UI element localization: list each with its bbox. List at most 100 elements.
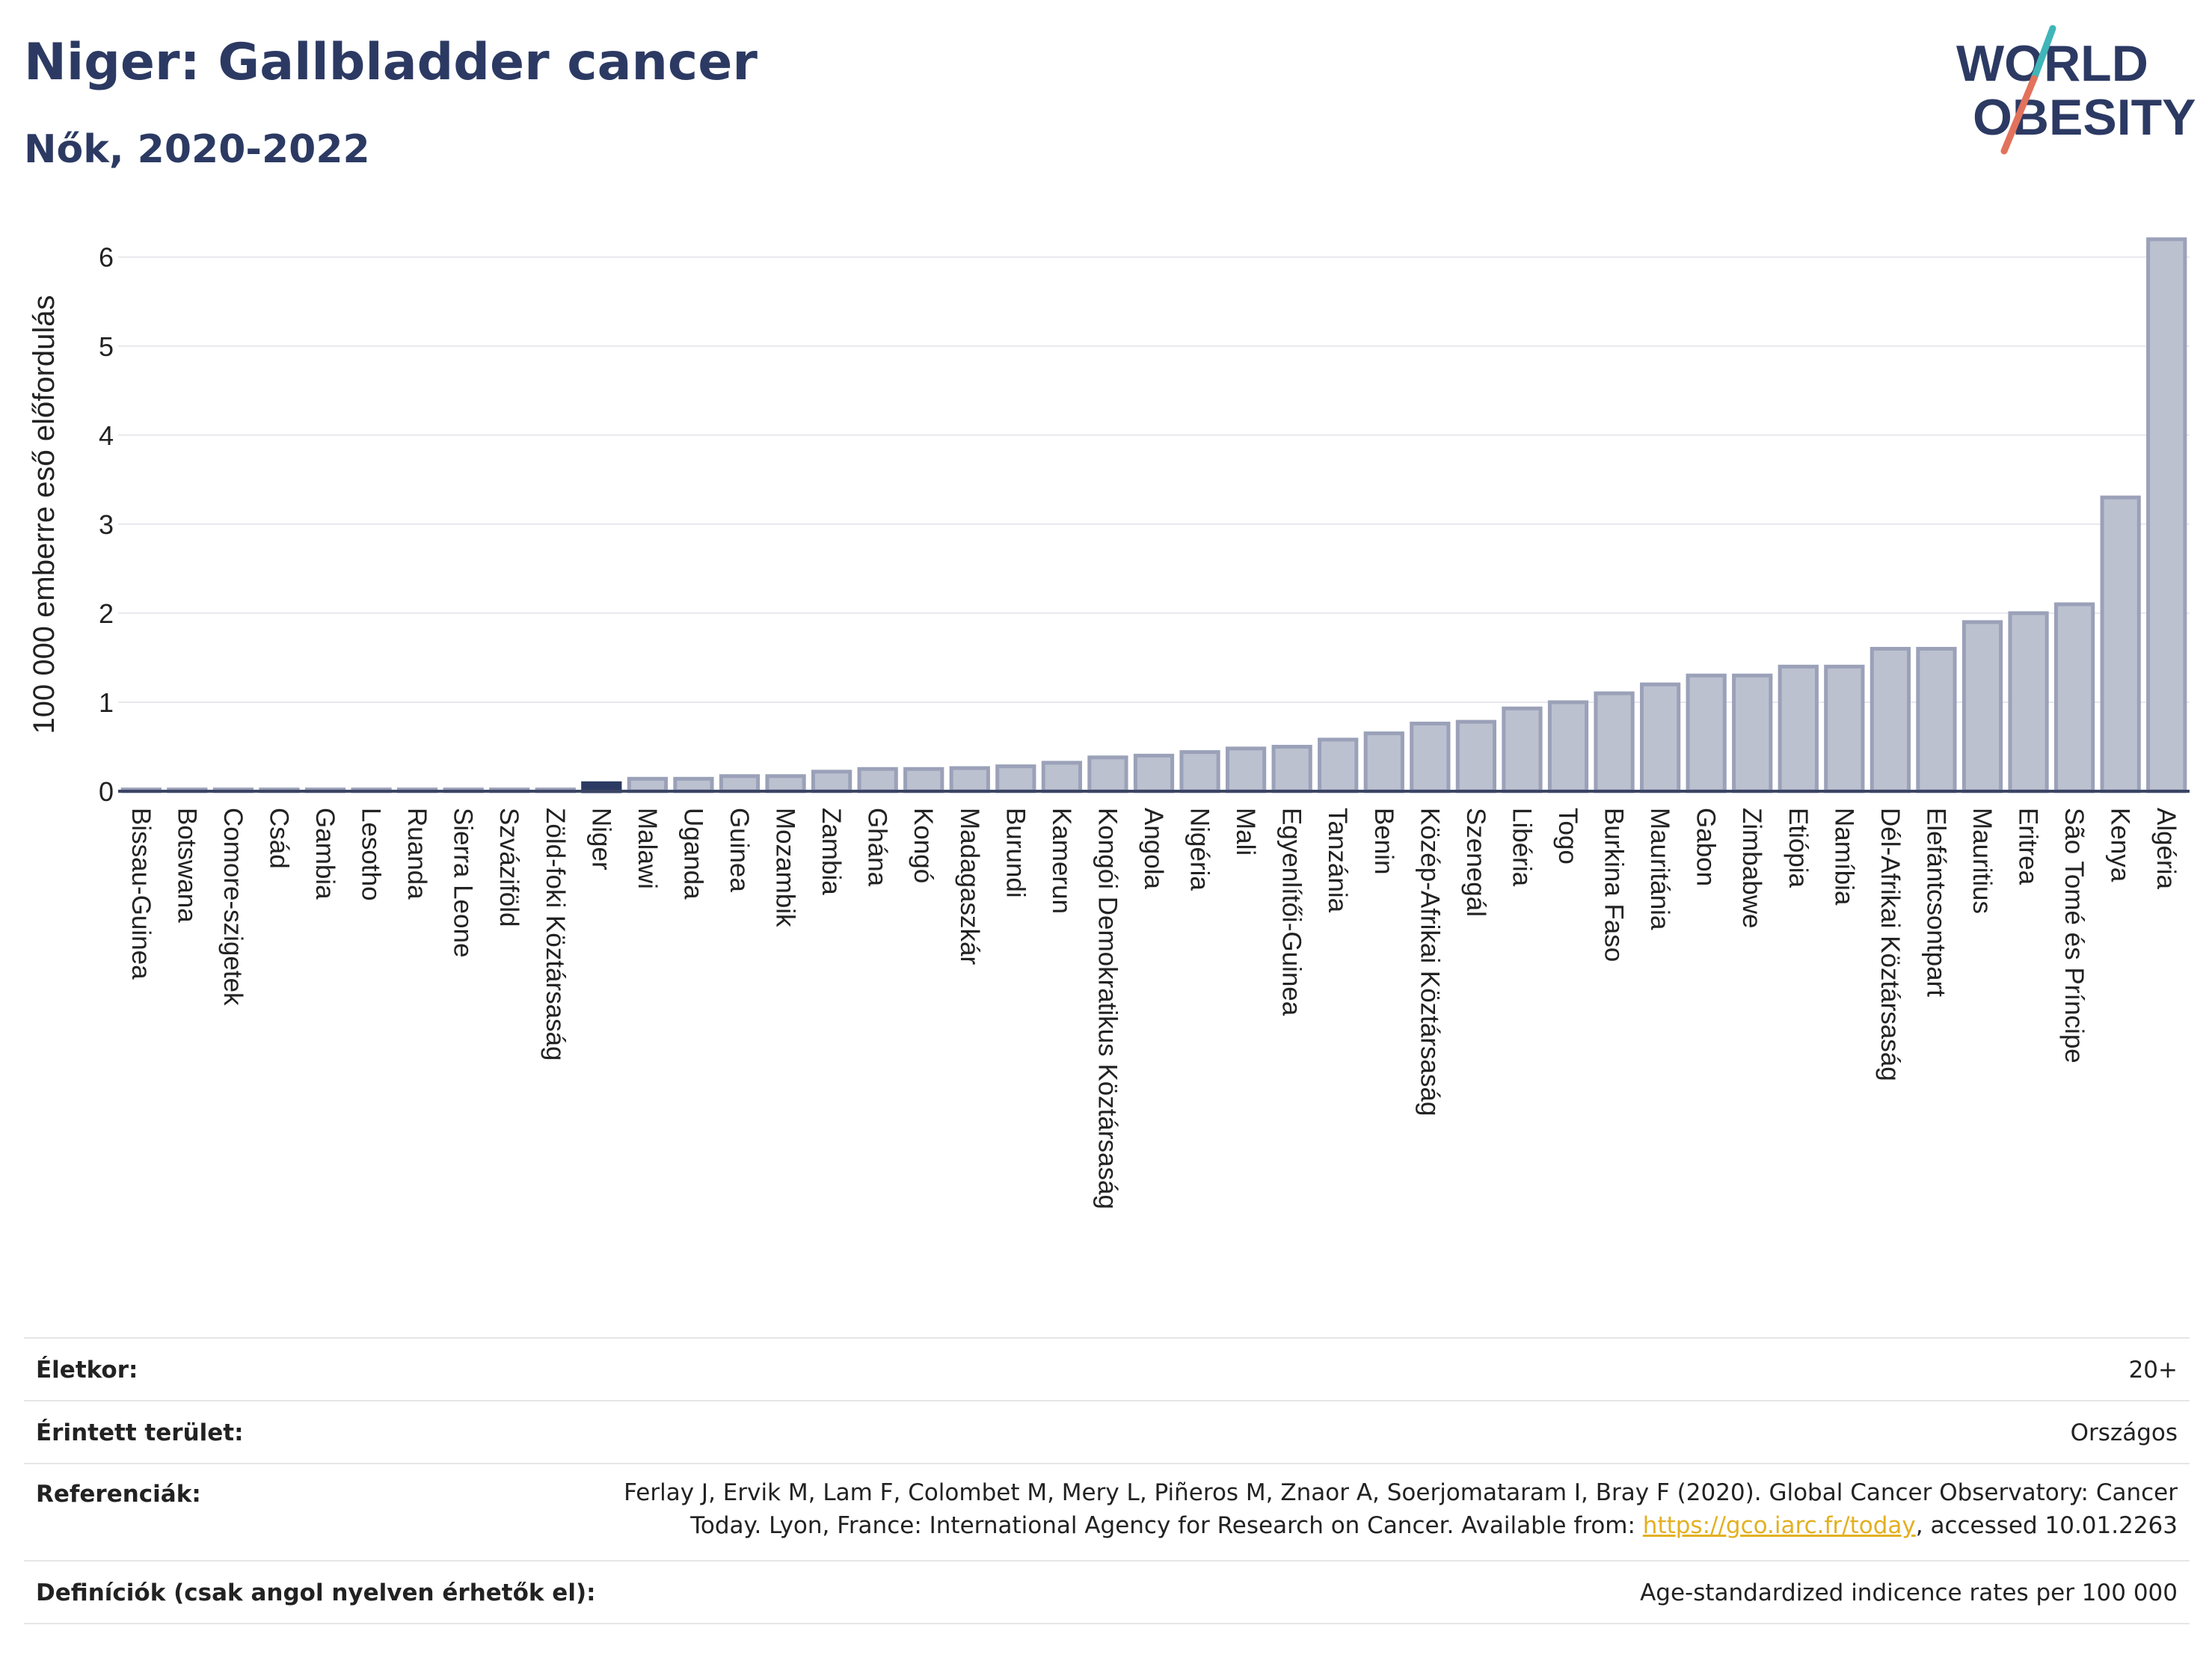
- bar-kenya: [2100, 495, 2141, 793]
- x-tick-label: Mozambik: [771, 808, 800, 927]
- bar-mauritius: [1961, 620, 2003, 793]
- x-tick-label: Kamerun: [1047, 808, 1076, 914]
- area-label: Érintett terület:: [36, 1419, 244, 1446]
- bars: [120, 237, 2187, 793]
- bar-maurit-nia: [1639, 682, 1681, 793]
- x-tick-label: Dél-Afrikai Köztársaság: [1875, 808, 1905, 1081]
- age-label: Életkor:: [36, 1357, 138, 1384]
- bar-madagaszk-r: [949, 766, 990, 793]
- x-tick-label: Sierra Leone: [449, 808, 478, 957]
- info-row-age: Életkor: 20+: [24, 1339, 2190, 1401]
- info-row-area: Érintett terület: Országos: [24, 1401, 2190, 1464]
- x-tick-label: Namíbia: [1829, 808, 1858, 906]
- y-tick-labels: 0 1 2 3 4 5 6: [99, 242, 114, 807]
- x-tick-label: Libéria: [1507, 808, 1536, 887]
- world-obesity-logo: WORLD OBESITY: [1956, 25, 2196, 155]
- x-tick-label: Etiópia: [1784, 808, 1813, 888]
- bar-gh-na: [857, 767, 898, 793]
- info-row-definitions: Definíciók (csak angol nyelven érhetők e…: [24, 1562, 2190, 1624]
- chart-title: Niger: Gallbladder cancer: [24, 33, 758, 92]
- x-tick-label: Angola: [1139, 808, 1168, 890]
- bar-burundi: [995, 764, 1036, 793]
- x-tick-label: Szenegál: [1461, 808, 1490, 917]
- bar-burkina-faso: [1594, 691, 1635, 793]
- x-tick-label: Kongó: [909, 808, 938, 883]
- x-tick-label: Mauritánia: [1645, 808, 1674, 930]
- x-tick-label: Zambia: [817, 808, 846, 895]
- logo-text-world: WORLD: [1956, 35, 2148, 92]
- bar-d-l-afrikai-k-zt-rsas-g: [1870, 647, 1911, 793]
- x-tick-label: Eritrea: [2014, 808, 2043, 885]
- y-axis-label: 100 000 emberre eső előfordulás: [28, 295, 61, 734]
- x-tick-label: Bissau-Guinea: [126, 808, 156, 980]
- x-tick-label: Elefántcsontpart: [1921, 808, 1950, 997]
- x-tick-label: Szváziföld: [494, 808, 523, 927]
- logo-slash-red: [2000, 75, 2038, 155]
- age-value: 20+: [2128, 1357, 2178, 1384]
- reference-text: Today. Lyon, France: International Agenc…: [690, 1512, 1643, 1539]
- x-tick-label: Togo: [1553, 808, 1582, 865]
- y-tick-label: 5: [99, 331, 114, 362]
- reference-line-1: Ferlay J, Ervik M, Lam F, Colombet M, Me…: [624, 1479, 2178, 1506]
- bar-zimbabwe: [1732, 673, 1773, 793]
- definitions-label: Definíciók (csak angol nyelven érhetők e…: [36, 1579, 596, 1606]
- bar-malawi: [627, 776, 669, 793]
- x-tick-label: Gabon: [1692, 808, 1721, 886]
- x-tick-label: Mauritius: [1967, 808, 1997, 914]
- x-tick-label: Uganda: [678, 808, 707, 900]
- y-tick-label: 2: [99, 598, 114, 629]
- y-tick-label: 6: [99, 242, 114, 273]
- x-tick-label: São Tomé és Príncipe: [2059, 808, 2089, 1063]
- info-table: Életkor: 20+ Érintett terület: Országos …: [24, 1337, 2190, 1624]
- x-tick-label: Gambia: [310, 808, 340, 900]
- reference-link[interactable]: https://gco.iarc.fr/today: [1642, 1512, 1916, 1539]
- bar-kong-i-demokratikus-k-zt-rsas-g: [1087, 755, 1128, 793]
- bar-s-o-tom-s-pr-ncipe: [2053, 602, 2095, 793]
- bar-elef-ntcsontpart: [1916, 647, 1957, 793]
- x-tick-label: Ghána: [863, 808, 892, 887]
- gridlines: [118, 256, 2190, 703]
- bar-nam-bia: [1824, 664, 1865, 793]
- x-tick-label: Burundi: [1001, 808, 1030, 898]
- x-tick-label: Algéria: [2151, 808, 2181, 889]
- x-tick-label: Kenya: [2106, 808, 2135, 882]
- bar-angola: [1133, 753, 1175, 793]
- bar-egyenl-t-i-guinea: [1271, 744, 1312, 793]
- bar-kamerun: [1041, 761, 1083, 793]
- x-tick-labels: Bissau-Guinea Botswana Comore-szigetek Csád…: [126, 808, 2181, 1209]
- x-tick-label: Benin: [1369, 808, 1398, 875]
- y-tick-label: 0: [99, 776, 114, 807]
- x-tick-label: Botswana: [172, 808, 201, 923]
- x-tick-label: Zöld-foki Köztársaság: [541, 808, 570, 1060]
- info-row-references: Referenciák: Ferlay J, Ervik M, Lam F, C…: [24, 1464, 2190, 1562]
- x-tick-label: Niger: [586, 808, 615, 871]
- bar-alg-ria: [2146, 237, 2187, 793]
- x-tick-label: Comore-szigetek: [218, 808, 248, 1006]
- area-value: Országos: [2070, 1419, 2178, 1446]
- x-tick-label: Madagaszkár: [955, 808, 984, 965]
- x-tick-label: Lesotho: [357, 808, 386, 901]
- bar-chart: 100 000 emberre eső előfordulás 0123456 …: [28, 237, 2190, 1209]
- x-tick-label: Ruanda: [402, 808, 431, 900]
- definitions-value: Age-standardized indicence rates per 100…: [1640, 1579, 2178, 1606]
- logo-slash-teal: [2030, 25, 2056, 82]
- bar-szeneg-l: [1455, 719, 1497, 793]
- x-tick-label: Nigéria: [1185, 808, 1214, 891]
- chart-subtitle: Nők, 2020-2022: [24, 127, 370, 172]
- bar-benin: [1363, 731, 1404, 793]
- x-tick-label: Burkina Faso: [1600, 808, 1629, 962]
- x-tick-label: Zimbabwe: [1737, 808, 1766, 928]
- y-tick-label: 4: [99, 420, 114, 451]
- x-tick-label: Csád: [264, 808, 293, 869]
- reference-line-2: Today. Lyon, France: International Agenc…: [624, 1509, 2178, 1542]
- bar-zambia: [811, 770, 852, 793]
- bar-tanz-nia: [1318, 737, 1359, 793]
- references-label: Referenciák:: [36, 1481, 201, 1508]
- bar-nig-ria: [1179, 750, 1220, 793]
- bar-kong-: [903, 767, 944, 793]
- x-tick-label: Malawi: [633, 808, 662, 889]
- bar-uganda: [673, 776, 714, 793]
- bar-togo: [1547, 700, 1589, 793]
- x-tick-label: Tanzánia: [1323, 808, 1352, 913]
- bar-k-z-p-afrikai-k-zt-rsas-g: [1410, 722, 1451, 793]
